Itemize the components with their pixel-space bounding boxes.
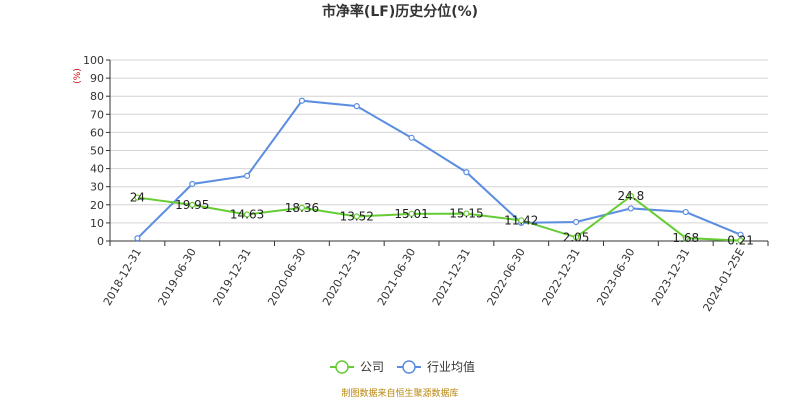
x-tick-label: 2019-06-30 bbox=[156, 246, 199, 308]
data-label: 11.42 bbox=[504, 213, 538, 227]
series-point-0 bbox=[243, 211, 251, 218]
x-tick-labels: 2018-12-31 2019-06-30 2019-12-31 2020-06-30… bbox=[101, 246, 747, 314]
x-tick-label: 2020-06-30 bbox=[265, 246, 308, 308]
x-tick-label: 2019-12-31 bbox=[210, 246, 253, 308]
y-tick-label: 100 bbox=[83, 54, 104, 67]
y-tick-label: 70 bbox=[90, 108, 104, 121]
series-point-1 bbox=[243, 172, 251, 179]
series-point-0 bbox=[682, 234, 689, 242]
x-tick-label: 2018-12-31 bbox=[101, 246, 144, 308]
series-line-1 bbox=[136, 99, 741, 239]
y-tick-label: 20 bbox=[90, 199, 104, 212]
series-point-1 bbox=[463, 169, 470, 176]
x-tick-label: 2022-12-31 bbox=[539, 246, 582, 308]
series-point-0 bbox=[518, 217, 525, 224]
series-point-0 bbox=[627, 193, 635, 200]
series-point-1 bbox=[408, 134, 415, 141]
data-label: 1.68 bbox=[672, 231, 699, 245]
data-label: 15.15 bbox=[449, 207, 483, 221]
series-point-1 bbox=[627, 205, 635, 212]
y-axis-unit: (%) bbox=[73, 68, 83, 84]
legend[interactable]: 公司 行业均值 bbox=[330, 359, 475, 374]
data-label: 18.36 bbox=[285, 201, 319, 215]
source-note: 制图数据来自恒生聚源数据库 bbox=[341, 387, 458, 399]
data-label: 15.01 bbox=[394, 207, 428, 221]
y-tick-label: 50 bbox=[90, 145, 104, 158]
series-lines bbox=[134, 97, 744, 244]
x-tick-label: 2021-12-31 bbox=[430, 246, 473, 308]
series-point-1 bbox=[298, 97, 306, 104]
data-labels: 24 19.95 14.63 18.36 13.52 15.01 15.15 11.42 2.0… bbox=[130, 189, 754, 248]
series-point-0 bbox=[298, 204, 306, 211]
x-tick-label: 2023-06-30 bbox=[594, 246, 637, 308]
series-point-1 bbox=[737, 231, 744, 238]
data-label: 13.52 bbox=[340, 210, 374, 224]
series-point-0 bbox=[572, 234, 580, 241]
series-point-0 bbox=[737, 237, 744, 244]
y-tick-label: 40 bbox=[90, 163, 104, 176]
x-tick-label: 2023-12-31 bbox=[649, 246, 692, 308]
data-label: 24 bbox=[130, 191, 145, 205]
data-label: 2.05 bbox=[563, 230, 590, 244]
series-point-0 bbox=[189, 201, 196, 208]
series-point-1 bbox=[572, 218, 580, 226]
legend-item-0[interactable]: 公司 bbox=[330, 360, 384, 374]
series-point-1 bbox=[353, 103, 360, 110]
x-tick-label: 2024-01-25E bbox=[700, 246, 747, 314]
chart-title: 市净率(LF)历史分位(%) bbox=[322, 3, 478, 20]
data-label: 19.95 bbox=[175, 198, 209, 212]
legend-swatch-marker bbox=[335, 360, 349, 374]
series-point-1 bbox=[189, 180, 196, 188]
y-tick-labels: 0 10 20 30 40 50 60 70 80 90 100 bbox=[83, 54, 104, 248]
legend-item-1[interactable]: 行业均值 bbox=[397, 359, 475, 374]
gridlines bbox=[110, 59, 768, 242]
x-tick-label: 2020-12-31 bbox=[320, 246, 363, 308]
data-label: 24.8 bbox=[618, 189, 645, 203]
y-tick-label: 0 bbox=[97, 235, 104, 248]
y-tick-label: 30 bbox=[90, 181, 104, 194]
data-label: 0.21 bbox=[727, 234, 754, 248]
series-point-0 bbox=[463, 210, 470, 217]
x-tick-label: 2021-06-30 bbox=[375, 246, 418, 308]
series-point-0 bbox=[353, 213, 360, 220]
legend-label: 公司 bbox=[360, 360, 384, 374]
y-tick-label: 10 bbox=[90, 217, 104, 230]
series-point-1 bbox=[682, 208, 689, 216]
legend-swatch-marker bbox=[402, 360, 416, 374]
data-label: 14.63 bbox=[230, 208, 264, 222]
y-tick-label: 60 bbox=[90, 126, 104, 139]
series-point-1 bbox=[134, 235, 141, 242]
series-point-0 bbox=[408, 210, 415, 217]
y-tick-label: 90 bbox=[90, 72, 104, 85]
x-tick-label: 2022-06-30 bbox=[485, 246, 528, 308]
axes bbox=[106, 59, 769, 246]
series-point-0 bbox=[134, 194, 141, 201]
y-tick-label: 80 bbox=[90, 90, 104, 103]
legend-label: 行业均值 bbox=[427, 359, 475, 374]
series-line-0 bbox=[137, 194, 741, 242]
